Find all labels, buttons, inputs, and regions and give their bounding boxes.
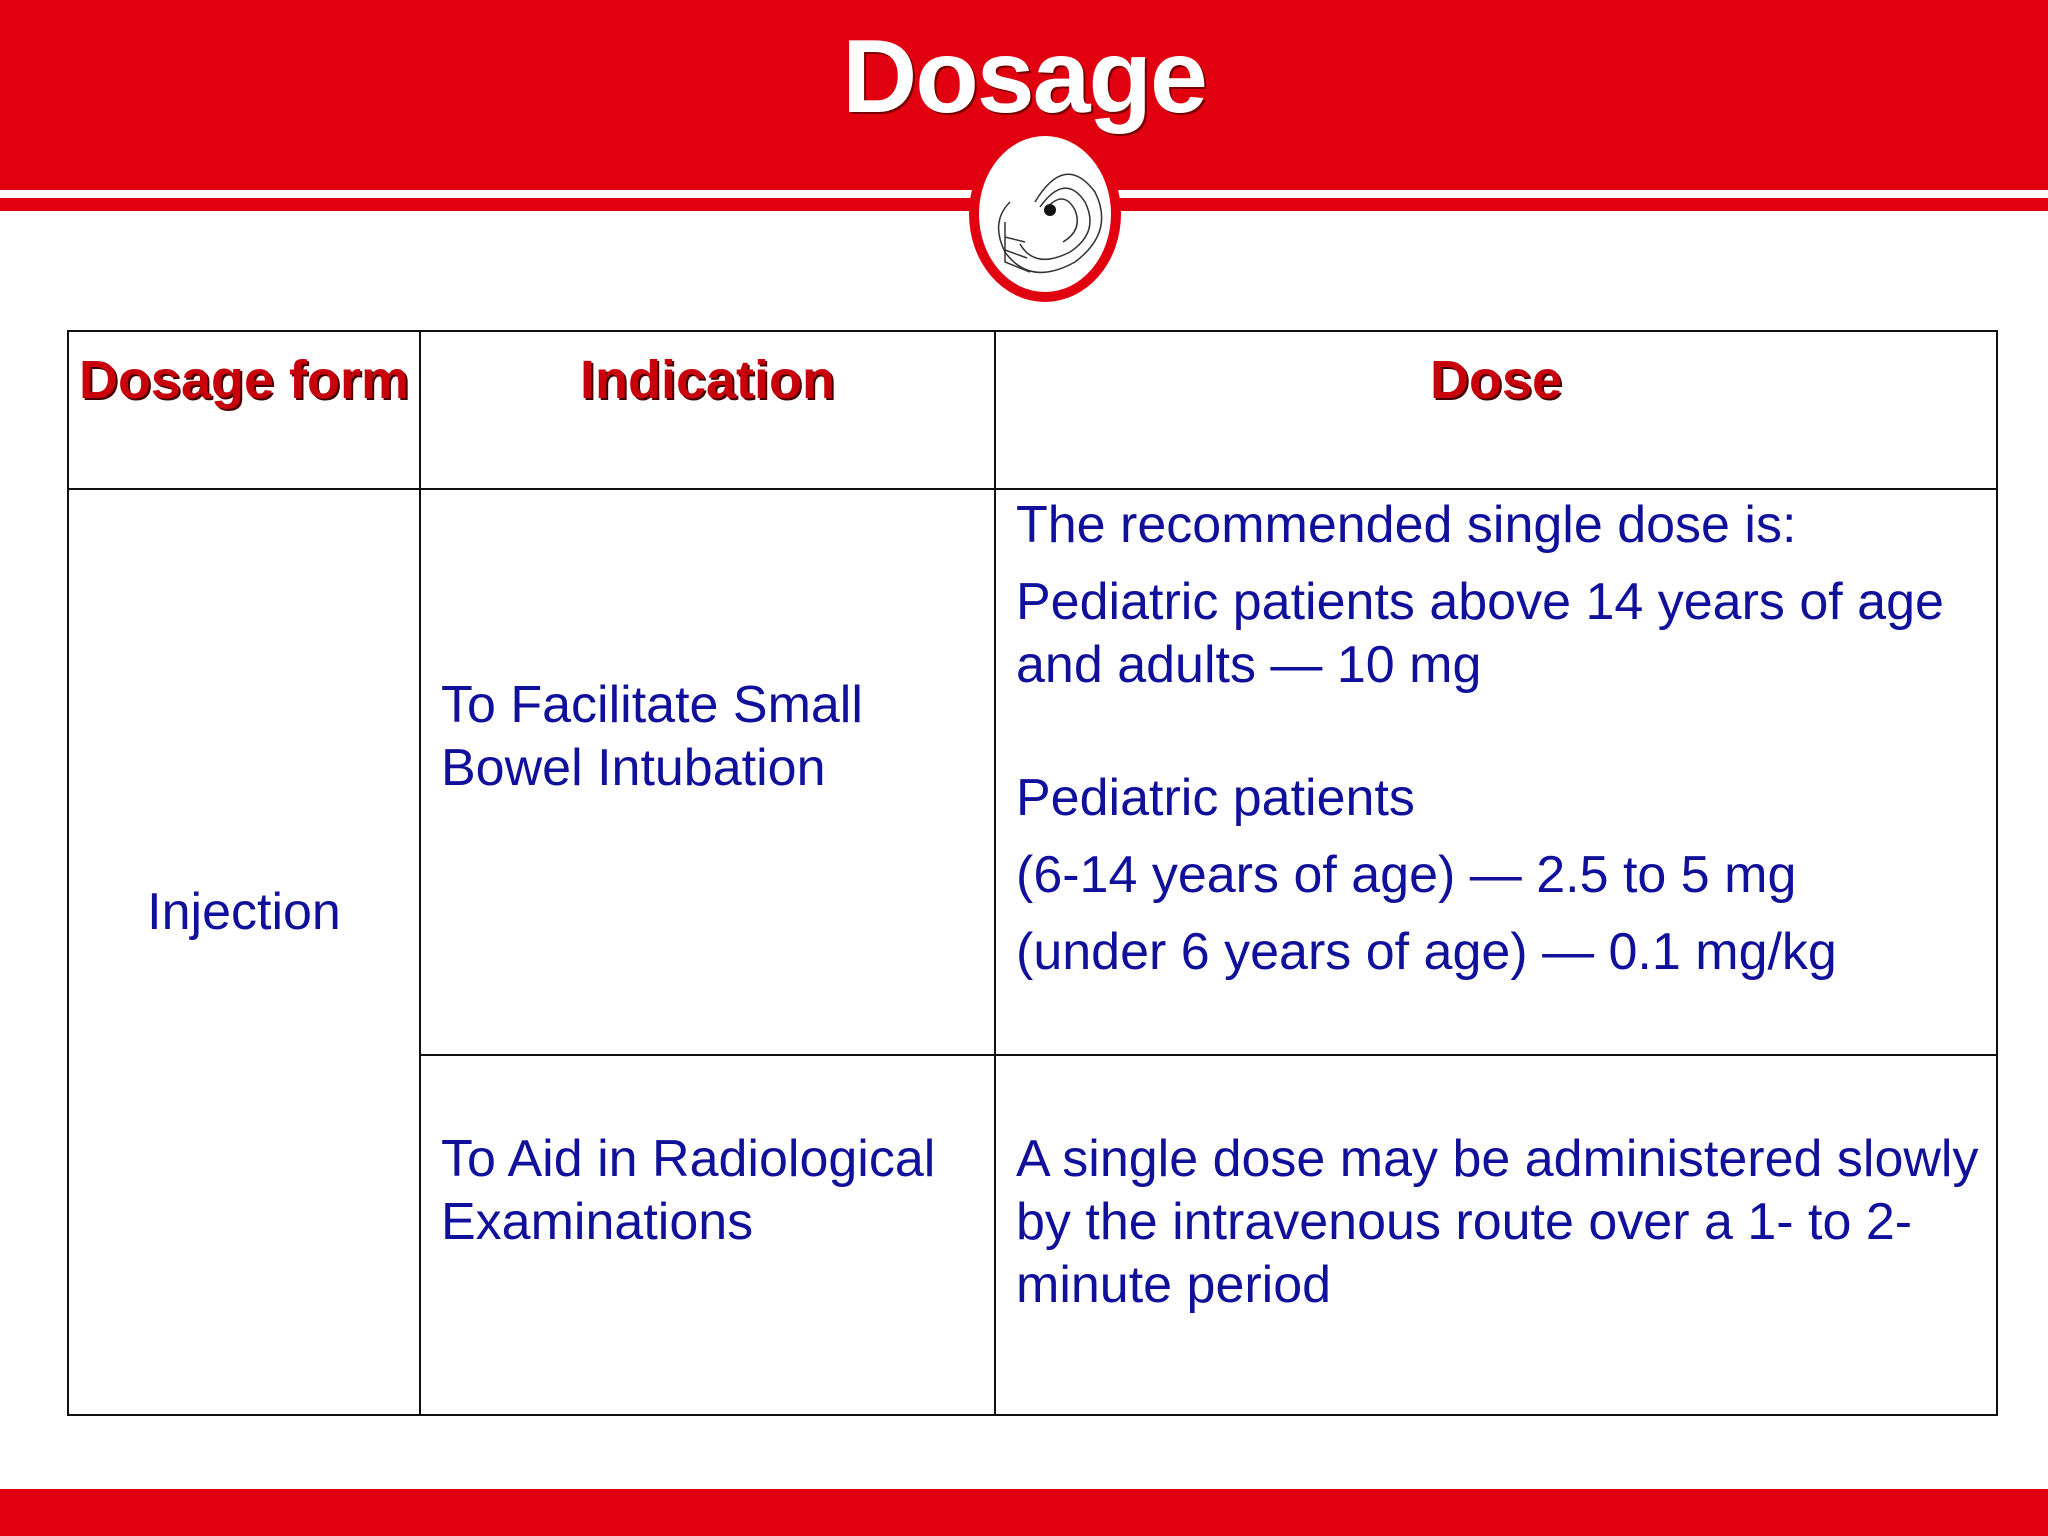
dose-line: The recommended single dose is: xyxy=(1016,496,1797,554)
header-cell: Dosage form xyxy=(67,330,421,490)
header-row: Dosage form Indication Dose xyxy=(67,330,1998,490)
title: Dosage xyxy=(842,19,1208,135)
dose-cell: A single dose may be administered slowly… xyxy=(994,1054,1998,1416)
indication-cell: To Aid in Radiological Examinations xyxy=(419,1054,996,1416)
dose-line: Pediatric patients xyxy=(1016,769,1415,827)
indication-cell: To Facilitate Small Bowel Intubation xyxy=(419,488,996,1056)
dosage-table: Dosage form Indication Dose Injection To… xyxy=(67,330,1998,1416)
header-cell: Indication xyxy=(419,330,996,490)
logo xyxy=(969,126,1121,302)
dose-line: Pediatric patients above 14 years of age… xyxy=(1016,573,1944,694)
row: To Aid in Radiological Examinations A si… xyxy=(68,1054,1998,1416)
row: Injection To Facilitate Small Bowel Intu… xyxy=(67,488,1998,1416)
dose-line: A single dose may be administered slowly… xyxy=(1016,1130,1979,1314)
dose-line: (under 6 years of age) — 0.1 mg/kg xyxy=(1016,923,1837,981)
dosage-form-cell: Injection xyxy=(67,488,421,1416)
dose-line: (6-14 years of age) — 2.5 to 5 mg xyxy=(1016,846,1797,904)
footer-band xyxy=(0,1489,2048,1536)
dose-cell: The recommended single dose is: Pediatri… xyxy=(994,488,1998,1056)
header-cell: Dose xyxy=(994,330,1998,490)
